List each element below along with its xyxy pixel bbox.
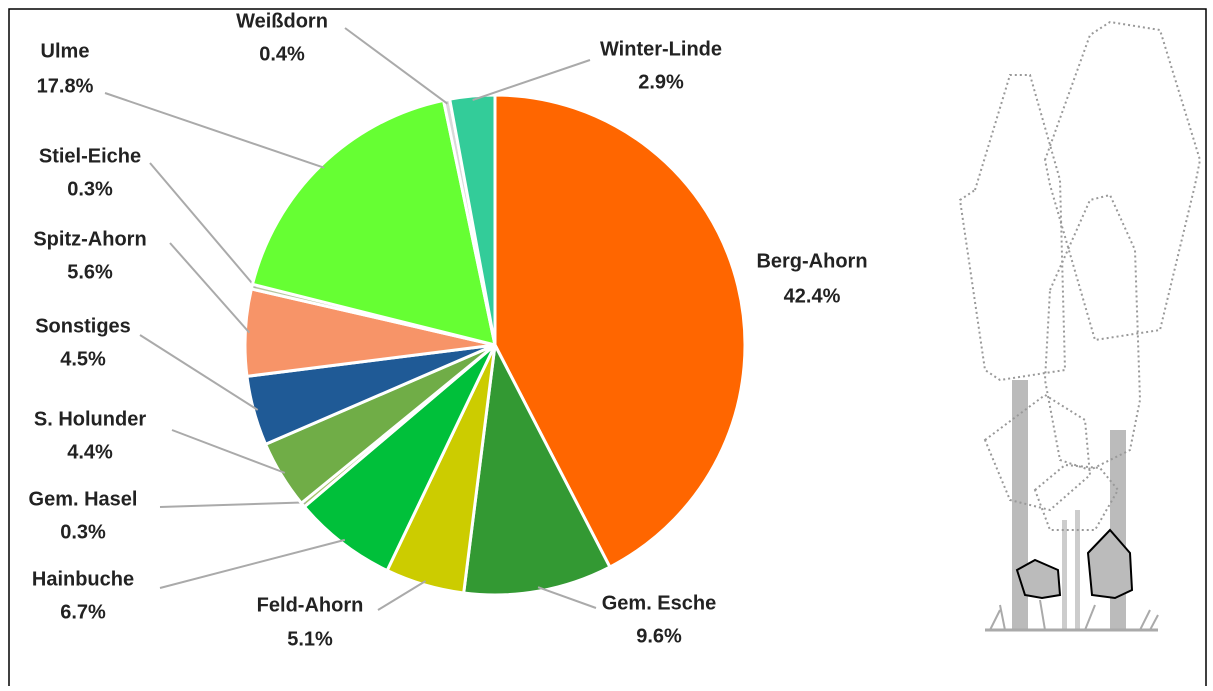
frame — [8, 8, 1207, 691]
slice-value-label: 4.5% — [60, 348, 106, 370]
slice-value-label: 0.3% — [67, 178, 113, 200]
slice-label: Gem. Hasel — [29, 488, 138, 510]
leader-line — [159, 538, 346, 589]
tree-illustration — [958, 20, 1202, 632]
slice-label: Ulme — [41, 40, 90, 62]
slice-value-label: 6.7% — [60, 601, 106, 623]
slice-label: Weißdorn — [236, 10, 328, 32]
slice-label: Winter-Linde — [600, 38, 722, 60]
leader-line — [159, 501, 306, 508]
slice-label: Stiel-Eiche — [39, 145, 141, 167]
leader-line — [344, 27, 448, 105]
pie-slice — [250, 98, 497, 348]
slice-label: S. Holunder — [34, 408, 146, 430]
leader-line — [149, 162, 257, 289]
slice-label: Feld-Ahorn — [257, 594, 364, 616]
slice-value-label: 0.4% — [259, 43, 305, 65]
leader-line — [377, 580, 427, 611]
slice-value-label: 0.3% — [60, 521, 106, 543]
leader-line — [104, 92, 325, 169]
leader-line — [472, 59, 591, 101]
pie-slice — [493, 93, 747, 570]
slice-value-label: 17.8% — [37, 75, 94, 97]
leader-line — [169, 242, 251, 334]
slice-value-label: 2.9% — [638, 71, 684, 93]
slice-value-label: 4.4% — [67, 441, 113, 463]
slice-value-label: 9.6% — [636, 625, 682, 647]
pie-slice — [461, 340, 612, 597]
slice-value-label: 42.4% — [784, 285, 841, 307]
slice-label: Hainbuche — [32, 568, 134, 590]
pie-slice — [447, 93, 497, 346]
slice-label: Berg-Ahorn — [756, 250, 867, 272]
slice-label: Sonstiges — [35, 315, 131, 337]
leader-line — [537, 586, 597, 609]
slice-value-label: 5.6% — [67, 261, 113, 283]
slice-label: Spitz-Ahorn — [33, 228, 146, 250]
leader-line — [171, 429, 286, 474]
slice-label: Gem. Esche — [602, 592, 717, 614]
slice-value-label: 5.1% — [287, 628, 333, 650]
leader-line — [139, 334, 259, 411]
